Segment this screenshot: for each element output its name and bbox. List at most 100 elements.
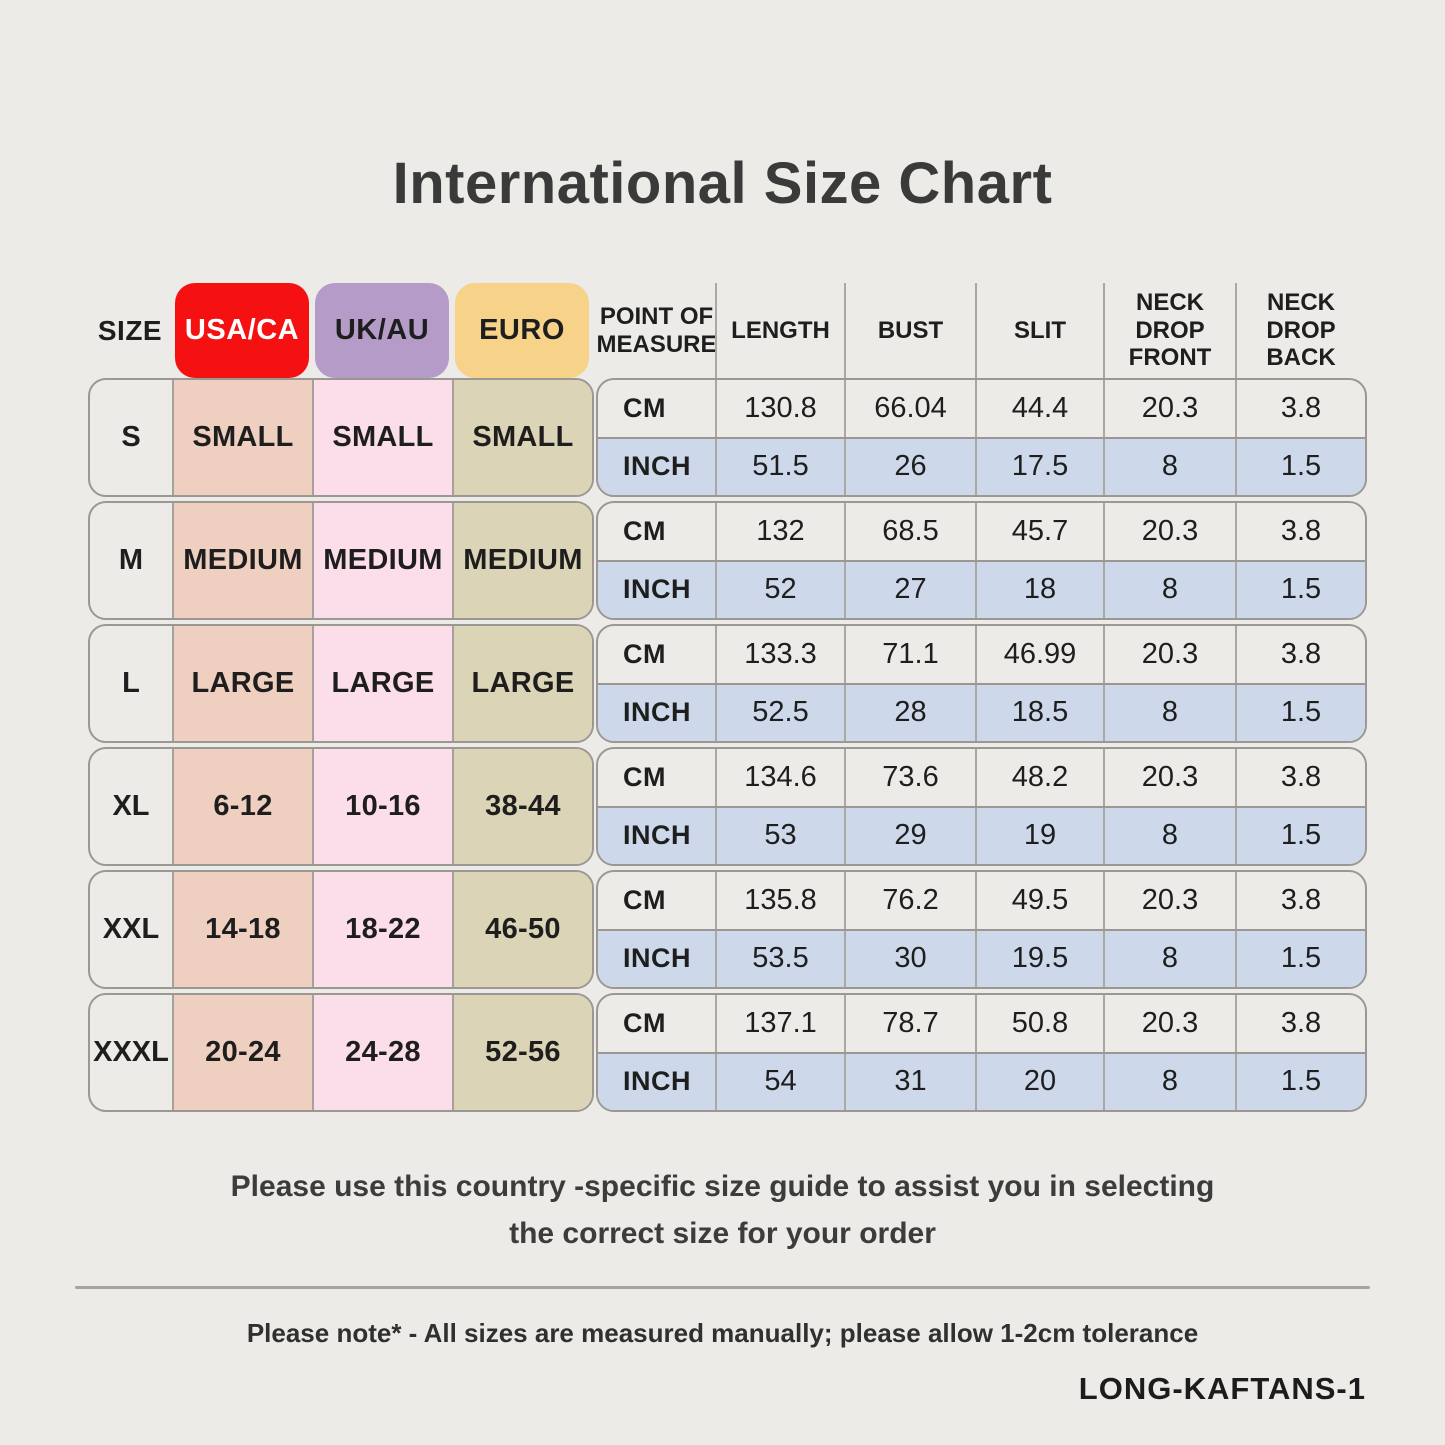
size-code-cell: XXXL <box>93 1036 169 1068</box>
measure-header-neck-drop-back: NECK DROP BACK <box>1235 283 1365 378</box>
length-inch-cell: 53 <box>715 807 844 864</box>
table-header: SIZE USA/CA UK/AU EURO POINT OF MEASURE … <box>88 283 1365 378</box>
slit-inch-cell: 19 <box>975 807 1103 864</box>
cm-row: CM 134.6 73.6 48.2 20.3 3.8 <box>598 749 1365 806</box>
usa-size-cell: LARGE <box>172 626 312 741</box>
euro-size-cell: 52-56 <box>452 995 592 1110</box>
bust-cm-cell: 76.2 <box>844 872 975 929</box>
slit-cm-cell: 44.4 <box>975 380 1103 437</box>
measurement-block-l: CM 133.3 71.1 46.99 20.3 3.8 INCH 52.5 2… <box>596 624 1367 743</box>
slit-cm-cell: 46.99 <box>975 626 1103 683</box>
neck-drop-front-cm-cell: 20.3 <box>1103 503 1235 560</box>
unit-label-cell: INCH <box>623 820 691 851</box>
neck-drop-back-inch-cell: 1.5 <box>1235 684 1365 741</box>
bust-cm-cell: 78.7 <box>844 995 975 1052</box>
unit-label-cell: CM <box>623 761 666 792</box>
neck-drop-front-cm-cell: 20.3 <box>1103 995 1235 1052</box>
length-cm-cell: 135.8 <box>715 872 844 929</box>
unit-label-cell: CM <box>623 638 666 669</box>
uk-size-cell: 18-22 <box>312 872 452 987</box>
euro-size-cell: SMALL <box>452 380 592 495</box>
bust-inch-cell: 27 <box>844 561 975 618</box>
size-row-xl: XL 6-12 10-16 38-44 <box>88 747 594 866</box>
tolerance-note: Please note* - All sizes are measured ma… <box>246 1318 1199 1348</box>
usa-size-cell: 14-18 <box>172 872 312 987</box>
size-column-header: SIZE <box>97 314 163 346</box>
size-row-l: L LARGE LARGE LARGE <box>88 624 594 743</box>
inch-row: INCH 53.5 30 19.5 8 1.5 <box>598 928 1365 987</box>
unit-label-cell: INCH <box>623 574 691 605</box>
neck-drop-front-inch-cell: 8 <box>1103 1053 1235 1110</box>
measure-header-bust: BUST <box>844 283 975 378</box>
slit-inch-cell: 18.5 <box>975 684 1103 741</box>
inch-row: INCH 54 31 20 8 1.5 <box>598 1051 1365 1110</box>
measurement-block-xxl: CM 135.8 76.2 49.5 20.3 3.8 INCH 53.5 30… <box>596 870 1367 989</box>
neck-drop-back-inch-cell: 1.5 <box>1235 1053 1365 1110</box>
neck-drop-front-inch-cell: 8 <box>1103 438 1235 495</box>
slit-cm-cell: 48.2 <box>975 749 1103 806</box>
uk-size-cell: SMALL <box>312 380 452 495</box>
measure-header-length: LENGTH <box>715 283 844 378</box>
neck-drop-back-cm-cell: 3.8 <box>1235 995 1365 1052</box>
bust-cm-cell: 73.6 <box>844 749 975 806</box>
cm-row: CM 132 68.5 45.7 20.3 3.8 <box>598 503 1365 560</box>
length-inch-cell: 54 <box>715 1053 844 1110</box>
usa-ca-badge-label: USA/CA <box>184 314 300 346</box>
inch-row: INCH 52.5 28 18.5 8 1.5 <box>598 682 1365 741</box>
measure-header-point-of-measure: POINT OF MEASURE <box>596 302 717 358</box>
bust-cm-cell: 71.1 <box>844 626 975 683</box>
usa-ca-badge: USA/CA <box>175 283 309 378</box>
bust-inch-cell: 31 <box>844 1053 975 1110</box>
neck-drop-back-cm-cell: 3.8 <box>1235 626 1365 683</box>
unit-label-cell: CM <box>623 515 666 546</box>
neck-drop-front-cm-cell: 20.3 <box>1103 749 1235 806</box>
neck-drop-back-inch-cell: 1.5 <box>1235 807 1365 864</box>
size-code-cell: XXL <box>102 913 160 945</box>
uk-size-cell: MEDIUM <box>312 503 452 618</box>
bust-inch-cell: 28 <box>844 684 975 741</box>
length-inch-cell: 52.5 <box>715 684 844 741</box>
usa-size-cell: 6-12 <box>172 749 312 864</box>
usa-size-cell: 20-24 <box>172 995 312 1110</box>
neck-drop-front-cm-cell: 20.3 <box>1103 872 1235 929</box>
size-code-cell: S <box>121 421 141 453</box>
neck-drop-front-cm-cell: 20.3 <box>1103 626 1235 683</box>
usa-size-cell: SMALL <box>172 380 312 495</box>
uk-size-cell: LARGE <box>312 626 452 741</box>
inch-row: INCH 51.5 26 17.5 8 1.5 <box>598 436 1365 495</box>
size-row-xxl: XXL 14-18 18-22 46-50 <box>88 870 594 989</box>
guide-note-line2: the correct size for your order <box>509 1217 936 1250</box>
uk-size-cell: 10-16 <box>312 749 452 864</box>
length-cm-cell: 137.1 <box>715 995 844 1052</box>
unit-label-cell: CM <box>623 884 666 915</box>
length-inch-cell: 53.5 <box>715 930 844 987</box>
euro-size-cell: 46-50 <box>452 872 592 987</box>
unit-label-cell: INCH <box>623 1066 691 1097</box>
slit-inch-cell: 19.5 <box>975 930 1103 987</box>
length-cm-cell: 132 <box>715 503 844 560</box>
neck-drop-back-cm-cell: 3.8 <box>1235 380 1365 437</box>
size-code-cell: M <box>118 544 144 576</box>
slit-inch-cell: 20 <box>975 1053 1103 1110</box>
euro-size-cell: 38-44 <box>452 749 592 864</box>
neck-drop-back-inch-cell: 1.5 <box>1235 438 1365 495</box>
unit-label-cell: INCH <box>623 697 691 728</box>
length-cm-cell: 134.6 <box>715 749 844 806</box>
slit-cm-cell: 49.5 <box>975 872 1103 929</box>
uk-size-cell: 24-28 <box>312 995 452 1110</box>
bust-inch-cell: 29 <box>844 807 975 864</box>
slit-inch-cell: 17.5 <box>975 438 1103 495</box>
neck-drop-back-inch-cell: 1.5 <box>1235 930 1365 987</box>
unit-label-cell: INCH <box>623 451 691 482</box>
size-row-m: M MEDIUM MEDIUM MEDIUM <box>88 501 594 620</box>
bust-inch-cell: 30 <box>844 930 975 987</box>
divider <box>75 1286 1370 1289</box>
measure-header-slit: SLIT <box>975 283 1103 378</box>
length-cm-cell: 130.8 <box>715 380 844 437</box>
measurement-block-xl: CM 134.6 73.6 48.2 20.3 3.8 INCH 53 29 1… <box>596 747 1367 866</box>
euro-size-cell: LARGE <box>452 626 592 741</box>
slit-inch-cell: 18 <box>975 561 1103 618</box>
size-code-cell: L <box>122 667 140 699</box>
international-sizes-table: S SMALL SMALL SMALL M MEDIUM MEDIUM MEDI… <box>88 378 594 1116</box>
